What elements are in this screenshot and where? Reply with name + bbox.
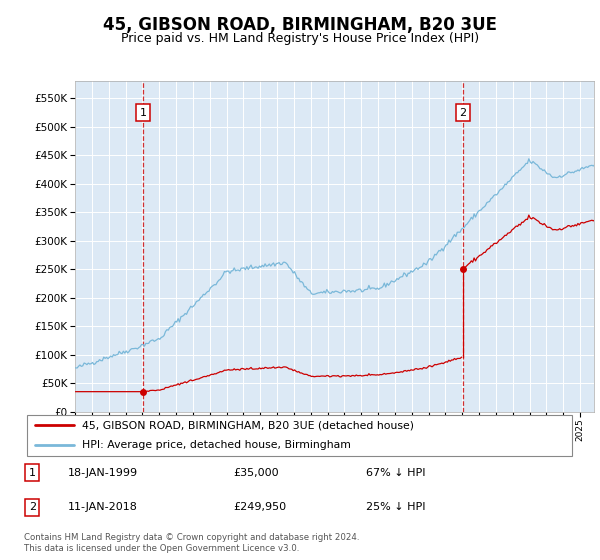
- Text: HPI: Average price, detached house, Birmingham: HPI: Average price, detached house, Birm…: [82, 440, 351, 450]
- Text: 1: 1: [29, 468, 36, 478]
- Text: 67% ↓ HPI: 67% ↓ HPI: [366, 468, 426, 478]
- Text: 2: 2: [460, 108, 466, 118]
- Text: £35,000: £35,000: [234, 468, 280, 478]
- Text: Contains HM Land Registry data © Crown copyright and database right 2024.
This d: Contains HM Land Registry data © Crown c…: [24, 533, 359, 553]
- Text: 11-JAN-2018: 11-JAN-2018: [68, 502, 138, 512]
- Text: 2: 2: [29, 502, 36, 512]
- Text: 45, GIBSON ROAD, BIRMINGHAM, B20 3UE: 45, GIBSON ROAD, BIRMINGHAM, B20 3UE: [103, 16, 497, 34]
- Text: 45, GIBSON ROAD, BIRMINGHAM, B20 3UE (detached house): 45, GIBSON ROAD, BIRMINGHAM, B20 3UE (de…: [82, 421, 414, 430]
- Text: 1: 1: [140, 108, 146, 118]
- FancyBboxPatch shape: [27, 415, 572, 455]
- Text: £249,950: £249,950: [234, 502, 287, 512]
- Text: Price paid vs. HM Land Registry's House Price Index (HPI): Price paid vs. HM Land Registry's House …: [121, 32, 479, 45]
- Text: 18-JAN-1999: 18-JAN-1999: [68, 468, 138, 478]
- Text: 25% ↓ HPI: 25% ↓ HPI: [366, 502, 426, 512]
